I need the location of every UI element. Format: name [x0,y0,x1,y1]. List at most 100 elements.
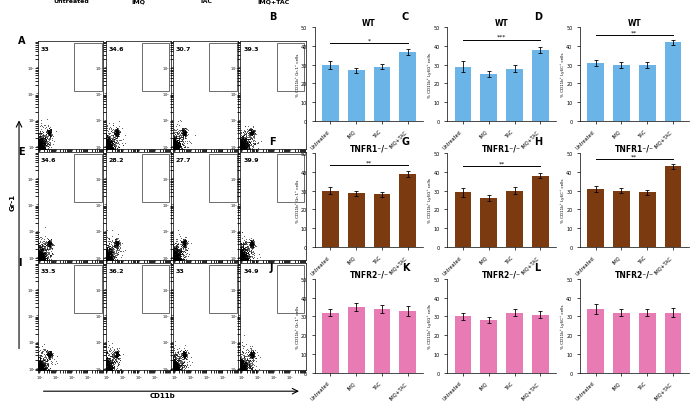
Point [237,256,248,262]
Point [31,238,42,244]
Point [168,255,179,262]
Point [172,241,183,247]
Point [170,365,181,372]
Point [165,372,176,379]
Point [178,244,189,251]
Point [107,353,118,359]
Point [102,371,113,377]
Point [167,261,178,268]
Point [181,241,192,247]
Point [34,146,45,152]
Point [166,252,177,258]
Point [167,145,179,151]
Point [33,249,44,256]
Point [248,250,260,257]
Point [102,147,113,154]
Point [170,364,181,370]
Point [106,359,117,365]
Point [236,139,247,145]
Point [30,149,42,156]
Point [43,357,54,364]
Point [35,370,46,377]
Point [106,126,117,132]
Point [34,254,45,261]
Point [232,368,243,374]
Point [100,134,111,141]
Point [233,365,244,372]
Point [239,261,250,268]
Point [246,244,257,251]
Point [172,147,183,154]
Point [100,360,111,367]
Point [104,258,116,265]
Point [173,371,184,377]
Point [30,254,41,260]
Point [167,254,178,261]
Point [30,144,42,151]
Point [100,371,111,377]
Point [237,370,248,377]
Point [233,260,244,267]
Point [166,260,177,266]
Point [99,369,110,375]
Point [34,149,45,155]
Point [104,259,116,265]
Point [31,261,42,268]
Point [100,253,111,260]
Point [31,151,42,157]
Point [174,131,185,137]
Point [170,151,181,158]
Point [234,363,245,370]
Point [238,365,249,371]
Point [183,358,194,364]
Point [168,149,179,155]
Point [100,136,111,143]
Point [167,368,178,374]
Point [103,150,114,157]
Point [44,352,55,359]
Point [169,369,180,375]
Point [105,371,116,377]
Point [100,260,111,266]
Point [31,359,42,365]
Point [104,253,116,260]
Point [97,361,108,367]
Point [31,372,42,378]
Point [167,256,179,262]
Point [233,139,244,146]
Point [168,358,179,364]
Point [30,361,41,367]
Point [241,142,252,149]
Point [170,372,181,378]
Point [170,364,181,370]
Point [168,140,179,146]
Point [98,145,109,151]
Point [30,252,42,258]
Point [35,260,46,266]
Point [170,370,181,376]
Point [101,354,112,361]
Point [104,371,116,377]
Point [34,148,45,154]
Point [100,138,111,144]
Point [242,365,253,371]
Point [237,259,248,266]
Point [235,144,246,151]
Point [173,144,184,151]
Point [165,131,176,137]
Point [104,362,115,369]
Point [233,246,244,252]
Point [31,147,42,154]
Point [237,370,248,377]
Point [36,362,47,369]
Point [166,260,177,266]
Point [181,368,192,375]
Point [102,151,113,157]
Point [102,141,113,147]
Point [33,149,44,156]
Point [35,358,46,364]
Point [98,136,109,143]
Point [30,149,42,155]
Point [165,364,176,371]
Point [233,147,244,153]
